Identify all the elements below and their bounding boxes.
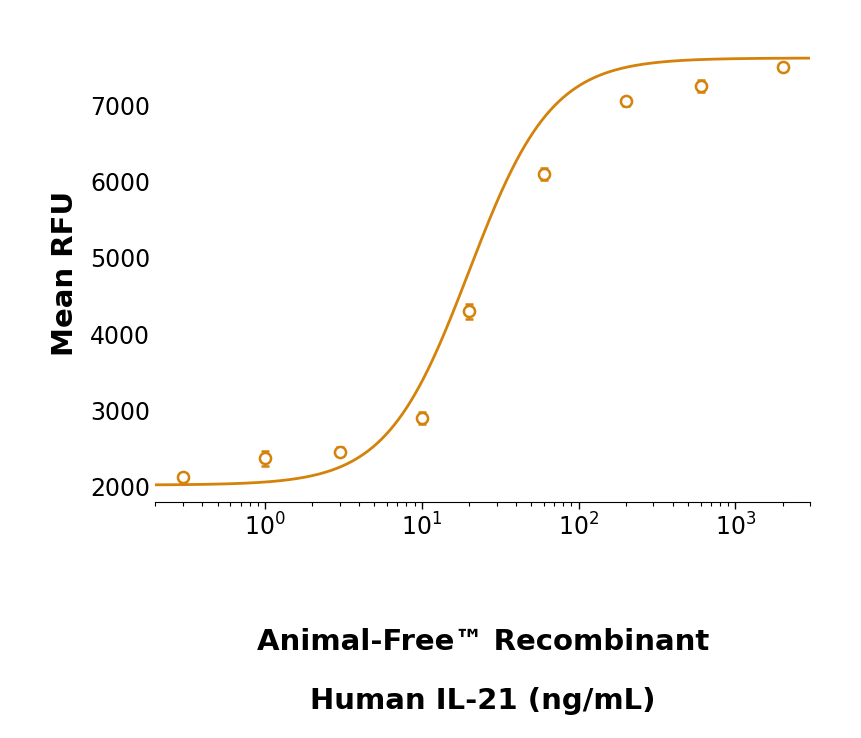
Text: Animal-Free™ Recombinant: Animal-Free™ Recombinant xyxy=(257,628,708,656)
Y-axis label: Mean RFU: Mean RFU xyxy=(51,190,79,356)
Text: Human IL-21 (ng/mL): Human IL-21 (ng/mL) xyxy=(310,687,654,715)
